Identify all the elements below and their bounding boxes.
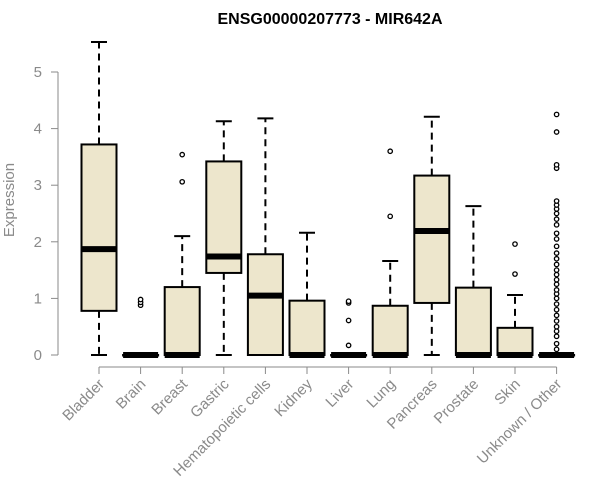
outlier-point (179, 151, 186, 158)
y-tick-label: 3 (34, 177, 42, 194)
outlier-point (553, 230, 560, 237)
box-body (454, 286, 492, 356)
outlier-point (553, 161, 560, 168)
outlier-point (553, 221, 560, 228)
outlier-point (553, 281, 560, 288)
outlier-point (553, 312, 560, 319)
y-tick-label: 1 (34, 290, 42, 307)
outlier-point (512, 271, 518, 277)
outlier-point (553, 287, 560, 293)
outlier-point (553, 328, 560, 335)
outlier-point (553, 346, 560, 353)
box-body (288, 299, 326, 356)
box-group (330, 298, 368, 358)
outlier-point (553, 271, 560, 278)
outlier-point (553, 255, 560, 262)
outlier-point (345, 298, 352, 305)
x-tick-label: Skin (491, 376, 524, 409)
outlier-point (553, 301, 560, 307)
outlier-point (553, 276, 560, 283)
outlier-point (553, 267, 560, 273)
outlier-point (553, 243, 560, 250)
outlier-point (553, 318, 560, 324)
box-body (496, 326, 534, 356)
y-axis: 0 1 2 3 4 5 (34, 64, 59, 364)
box-group (454, 205, 492, 358)
outlier-point (387, 148, 394, 155)
x-tick-label: Kidney (271, 375, 316, 420)
box-group (413, 115, 451, 356)
outlier-point (553, 323, 560, 330)
box-group (163, 151, 201, 358)
box-series (80, 41, 576, 358)
x-tick-label: Prostate (431, 376, 483, 428)
box-group (246, 117, 284, 356)
outlier-point (553, 210, 560, 217)
box-body (163, 286, 201, 356)
chart-title: ENSG00000207773 - MIR642A (217, 11, 442, 28)
box-group (288, 231, 326, 358)
y-axis-label: Expression (1, 163, 18, 237)
x-tick-label: Brain (113, 376, 150, 413)
outlier-point (553, 340, 560, 347)
box-body (80, 143, 118, 312)
box-body (413, 174, 451, 304)
outlier-point (553, 261, 560, 268)
outlier-point (553, 306, 560, 313)
outlier-point (512, 241, 518, 247)
outlier-point (137, 296, 144, 303)
y-tick-label: 5 (34, 64, 42, 81)
outlier-point (179, 178, 186, 185)
box-body (246, 253, 284, 356)
x-tick-label: Liver (322, 376, 357, 411)
outlier-point (553, 236, 560, 242)
x-tick-label: Lung (363, 376, 399, 412)
box-group (538, 111, 576, 358)
box-group (122, 296, 160, 358)
y-tick-label: 0 (34, 347, 42, 364)
x-tick-label: Bladder (59, 376, 108, 425)
box-group (205, 120, 243, 356)
outlier-point (345, 317, 352, 324)
outlier-point (553, 250, 560, 256)
outlier-point (345, 342, 352, 349)
outlier-point (387, 213, 394, 220)
outlier-point (553, 129, 560, 135)
outlier-point (553, 111, 560, 118)
outlier-point (553, 198, 560, 204)
x-tick-label: Breast (148, 375, 191, 418)
y-tick-label: 2 (34, 234, 42, 251)
box-group (371, 148, 409, 358)
outlier-point (553, 216, 560, 223)
box-group (496, 241, 534, 358)
outlier-point (553, 295, 560, 302)
box-group (80, 41, 118, 356)
box-body (371, 304, 409, 356)
outlier-point (553, 333, 560, 340)
y-tick-label: 4 (34, 121, 42, 138)
